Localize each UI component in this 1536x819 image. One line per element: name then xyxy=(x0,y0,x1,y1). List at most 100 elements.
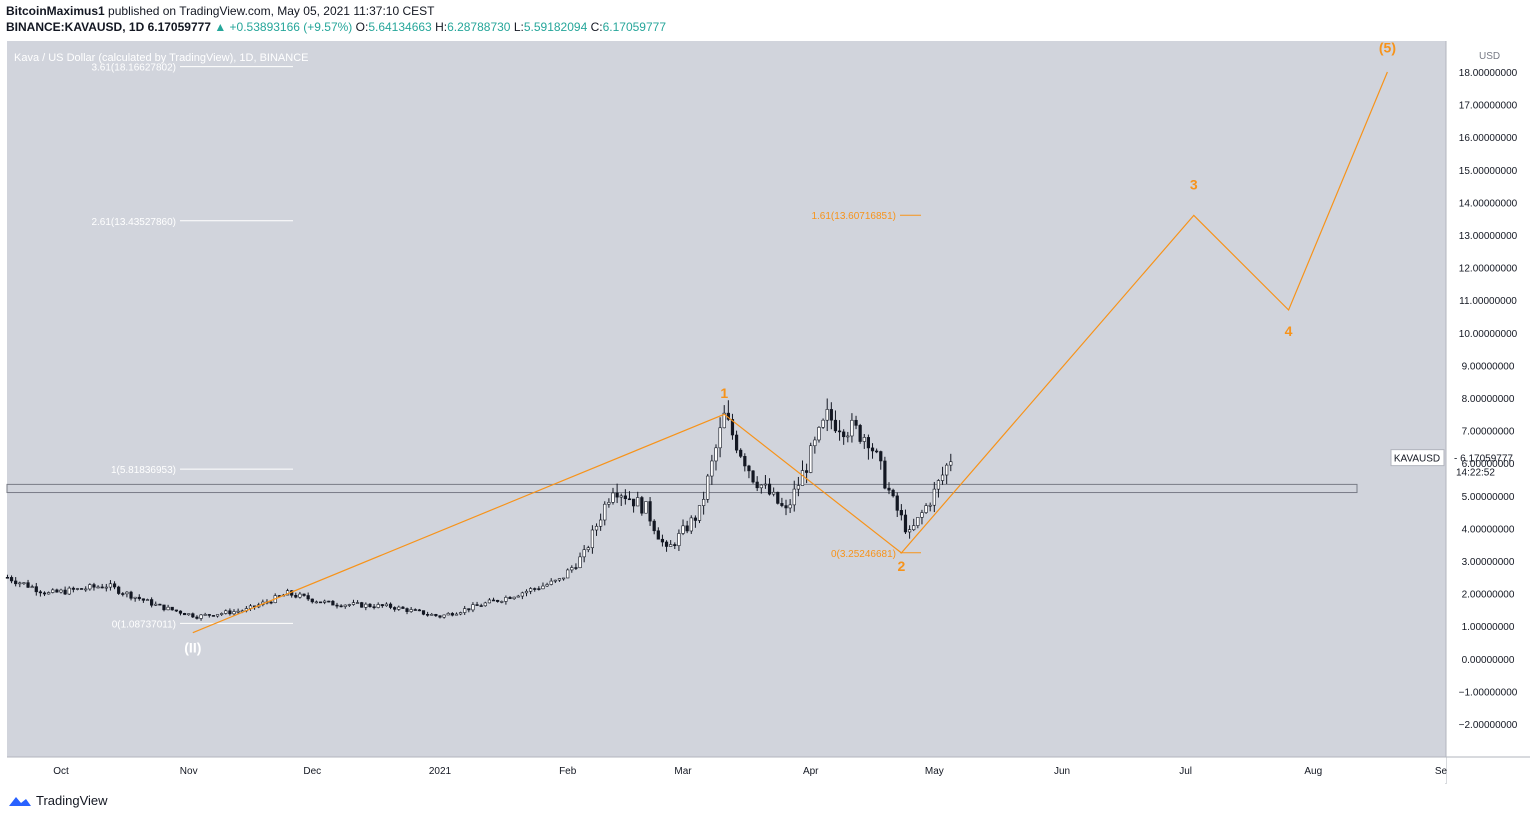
candle-body xyxy=(170,606,174,611)
candle-body xyxy=(627,498,632,501)
candle-body xyxy=(796,485,800,490)
candle-body xyxy=(875,450,879,453)
candle-body xyxy=(644,501,648,514)
candle-body xyxy=(553,579,557,582)
candle-body xyxy=(722,412,726,429)
candle-body xyxy=(129,591,133,599)
fib-label: 0(1.08737011) xyxy=(112,619,176,630)
candle-body xyxy=(38,591,43,594)
candle-body xyxy=(368,603,372,608)
candle-body xyxy=(454,613,459,616)
price-tick-label: 2.00000000 xyxy=(1462,590,1515,601)
candle-body xyxy=(755,481,759,489)
candle-body xyxy=(590,529,595,549)
candle-body xyxy=(747,465,751,472)
time-tick-label: Nov xyxy=(180,766,198,777)
candle-body xyxy=(191,613,195,618)
candle-body xyxy=(903,514,908,533)
author-name[interactable]: BitcoinMaximus1 xyxy=(6,4,105,18)
candle-body xyxy=(30,586,34,588)
wave-count[interactable]: 1 2 3 4 (5) (II) xyxy=(184,39,1396,655)
candle-body xyxy=(360,602,364,608)
candle-body xyxy=(780,503,784,506)
candle-body xyxy=(232,611,236,615)
candle-body xyxy=(298,593,302,598)
candle-body xyxy=(302,593,306,596)
candle-body xyxy=(224,610,228,614)
price-tick-label: 14.00000000 xyxy=(1459,198,1518,209)
candle-body xyxy=(805,470,809,473)
last-price-label: - 6.17059777 xyxy=(1454,454,1513,465)
candle-body xyxy=(491,599,496,602)
candle-body xyxy=(660,538,665,543)
candle-body xyxy=(858,425,862,442)
candle-body xyxy=(55,589,59,593)
candle-body xyxy=(121,593,125,595)
candle-body xyxy=(228,610,232,615)
tradingview-logo-icon[interactable] xyxy=(8,794,32,808)
candle-body xyxy=(294,594,298,598)
candle-body xyxy=(837,430,842,433)
candle-body xyxy=(174,609,178,612)
candle-body xyxy=(211,615,216,617)
candle-body xyxy=(895,495,899,511)
wave-label: 1 xyxy=(720,385,728,401)
support-zone[interactable] xyxy=(6,483,1358,494)
candle-body xyxy=(800,470,805,486)
candle-body xyxy=(529,588,533,592)
candle-body xyxy=(594,525,599,531)
time-axis-background[interactable] xyxy=(7,757,1446,783)
candle-body xyxy=(862,437,866,442)
candle-body xyxy=(920,512,924,518)
candle-body xyxy=(108,583,113,588)
price-axis: 18.00000000 17.00000000 16.00000000 15.0000… xyxy=(1459,68,1518,731)
chart-title: Kava / US Dollar (calculated by TradingV… xyxy=(14,52,308,64)
candle-body xyxy=(343,604,347,607)
candle-body xyxy=(545,584,549,587)
candles xyxy=(5,398,953,621)
wave-label: 4 xyxy=(1285,323,1293,339)
price-tick-label: 3.00000000 xyxy=(1462,557,1515,568)
fib-label: 1(5.81836953) xyxy=(111,465,176,476)
fib-levels[interactable]: 3.61(18.16627802) 2.61(13.43527860) 1(5.81… xyxy=(91,63,921,631)
candle-body xyxy=(578,556,582,569)
candle-body xyxy=(187,613,191,616)
candle-body xyxy=(949,461,953,466)
candle-body xyxy=(730,419,735,436)
publish-date: published on TradingView.com, May 05, 20… xyxy=(108,4,435,18)
candle-body xyxy=(331,600,335,606)
candle-body xyxy=(767,483,772,495)
candle-body xyxy=(751,470,755,483)
candle-body xyxy=(306,595,310,600)
candle-body xyxy=(104,586,108,589)
candle-body xyxy=(574,567,578,569)
low-label: L: xyxy=(513,20,524,34)
time-tick-label: May xyxy=(925,766,944,777)
candle-body xyxy=(710,460,714,477)
candle-body xyxy=(586,547,590,551)
candle-body xyxy=(401,606,405,609)
candle-body xyxy=(162,604,166,611)
candle-body xyxy=(203,614,207,616)
candle-body xyxy=(734,434,739,451)
candle-body xyxy=(718,427,722,449)
candle-body xyxy=(611,492,615,503)
candle-body xyxy=(907,529,912,533)
candle-body xyxy=(891,489,895,497)
candle-body xyxy=(133,596,137,599)
candle-body xyxy=(483,602,487,607)
candle-body xyxy=(537,588,541,590)
candle-body xyxy=(141,598,145,601)
high-value: 6.28788730 xyxy=(447,20,511,34)
candle-body xyxy=(178,610,183,614)
candle-body xyxy=(846,435,850,438)
price-axis-background[interactable] xyxy=(1446,41,1530,757)
currency-label: USD xyxy=(1479,51,1500,62)
footer-brand[interactable]: TradingView xyxy=(36,793,108,808)
candle-body xyxy=(681,525,685,534)
candle-body xyxy=(96,586,100,589)
publish-info: BitcoinMaximus1 published on TradingView… xyxy=(6,4,434,18)
fib-label: 0(3.25246681) xyxy=(831,549,896,560)
price-tick-label: 0.00000000 xyxy=(1462,655,1515,666)
